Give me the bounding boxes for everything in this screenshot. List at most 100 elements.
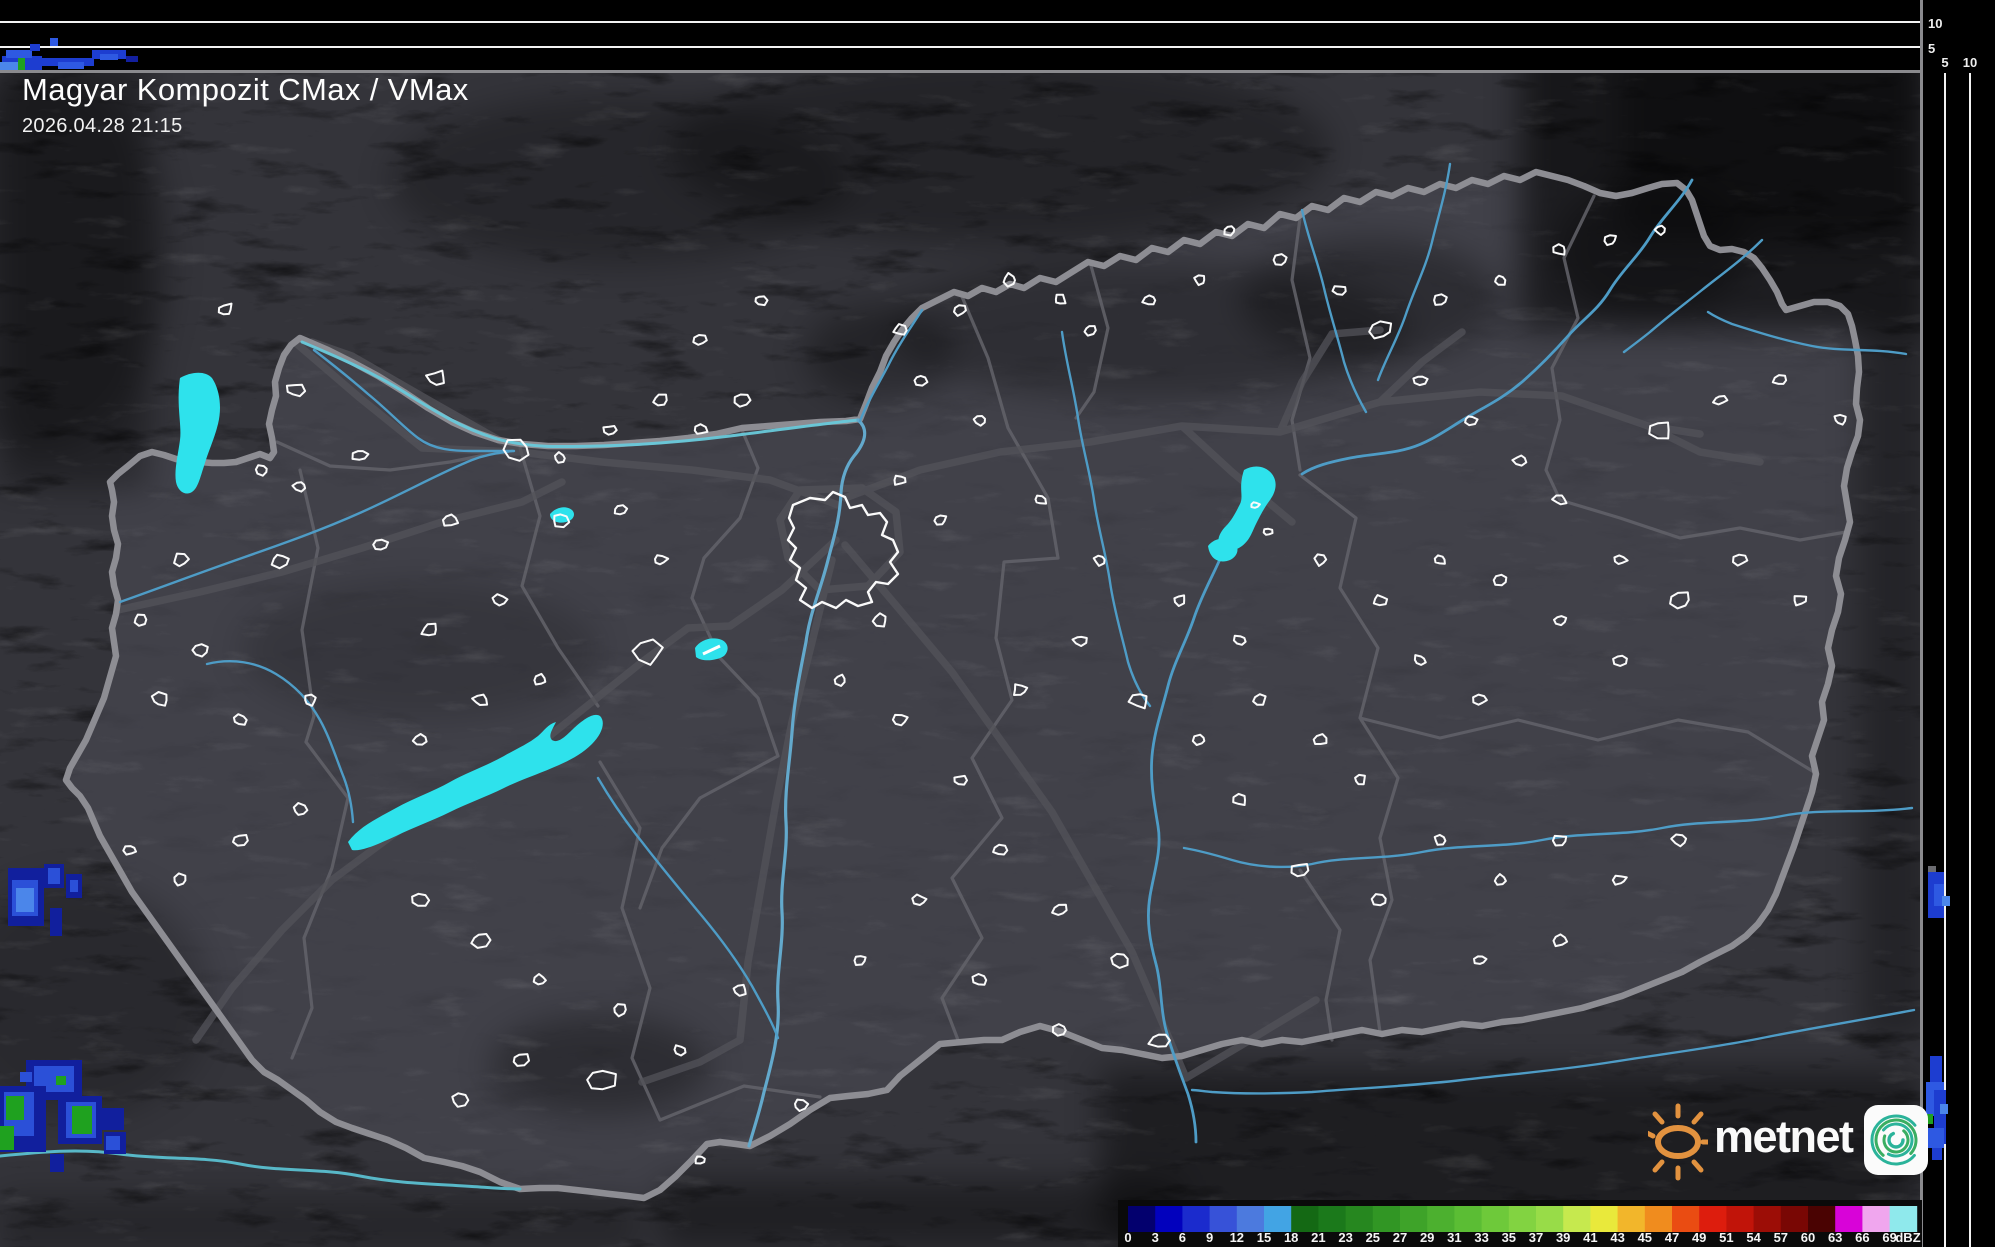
town-outline [1551,834,1568,847]
legend-tick-label: 15 [1257,1230,1271,1245]
town-outline [420,622,437,637]
town-outline [1092,554,1106,567]
town-outline [232,713,248,726]
legend-step [1617,1206,1646,1232]
town-outline [1147,1033,1171,1048]
town-outline [1232,792,1246,806]
profile-strip-top [0,0,1995,72]
legend-tick-label: 63 [1828,1230,1842,1245]
legend-tick-label: 54 [1746,1230,1761,1245]
town-outline [891,713,909,727]
legend-step [1726,1206,1754,1232]
town-outline [1223,225,1236,237]
town-outline [150,691,168,707]
profile-strip-right [1920,0,1995,1247]
town-outline [953,304,967,317]
town-outline [1603,234,1617,247]
town-outline [893,474,907,486]
legend-step [1318,1206,1346,1232]
legend-tick-label: 27 [1393,1230,1407,1245]
dbz-legend-cells [1128,1206,1918,1232]
metnet-branding[interactable]: metnet [1648,1098,1929,1182]
legend-tick-label: 49 [1692,1230,1706,1245]
town-outline [1372,594,1389,607]
town-outline [673,1044,687,1057]
legend-step [1454,1206,1482,1232]
town-outline [1492,573,1508,587]
city-budapest-outline [786,490,900,610]
town-outline [1127,693,1148,710]
radar-echo-profile [18,58,25,70]
legend-tick-label: 12 [1230,1230,1244,1245]
legend-tick-label: 39 [1556,1230,1570,1245]
town-outline [933,514,948,526]
legend-tick-label: 41 [1583,1230,1597,1245]
legend-tick-label: 29 [1420,1230,1434,1245]
axis-label-side-10: 10 [1963,55,1977,70]
lake-velence-stripe [702,644,721,656]
river-ipoly [858,308,924,423]
town-outline [631,638,664,666]
town-outline [1034,494,1048,505]
river-zala [205,660,355,824]
town-outline [692,334,708,346]
river-danube [747,418,867,1148]
radar-echo [98,1108,124,1130]
town-outline [1712,395,1729,406]
river-raba [118,449,514,604]
legend-step [1155,1206,1183,1232]
legend-step [1372,1206,1401,1232]
town-outline [291,481,307,493]
legend-step [1508,1206,1537,1232]
radar-echo [56,1076,66,1085]
radar-echo-profile [50,38,58,46]
town-outline [833,673,846,687]
town-outline [425,369,445,386]
town-outline [1793,595,1808,607]
town-outline [613,1003,627,1018]
legend-step [1291,1206,1319,1232]
town-outline [613,504,629,516]
radar-echo-profile [126,56,138,62]
town-outline [1833,413,1847,426]
river-szamos [1706,310,1908,356]
radar-echo-profile [100,54,118,60]
town-outline [1370,893,1387,907]
town-outline [1054,293,1067,305]
radar-echo [48,868,60,884]
legend-tick-label: 21 [1311,1230,1325,1245]
town-outline [1493,873,1507,886]
radar-echo-profile [1932,1148,1942,1160]
town-outline [292,802,309,816]
legend-step [1672,1206,1700,1232]
town-outline [1732,553,1749,567]
town-outline [270,553,290,570]
town-outline [1354,773,1366,786]
town-outline [1472,693,1488,706]
town-outline [1232,634,1247,646]
radar-echo [6,1096,24,1120]
town-outline [586,1069,617,1091]
dbz-legend: 0 3 6 9 12 15 18 21 23 25 27 29 31 33 35 37 39 41 43 45 47 49… [1118,1200,1922,1247]
legend-step [1400,1206,1428,1232]
town-outline [1191,733,1206,746]
town-outline [892,323,908,336]
town-outline [1771,374,1788,385]
lake-balaton [348,714,603,851]
legend-step [1889,1206,1918,1232]
town-outline [913,374,929,387]
town-outline [1551,494,1568,506]
town-outline [1071,635,1088,647]
radar-echo-profile [1928,866,1936,874]
radar-echo-profile [1942,896,1950,906]
lake-ferto [175,372,220,494]
town-outline [1494,274,1507,286]
legend-tick-label: 51 [1719,1230,1733,1245]
town-outline [451,1092,470,1108]
legend-step [1699,1206,1727,1232]
town-outline [254,464,268,477]
legend-tick-label: 6 [1179,1230,1186,1245]
radar-echo [20,1072,32,1082]
legend-tick-label: 69 [1882,1230,1896,1245]
